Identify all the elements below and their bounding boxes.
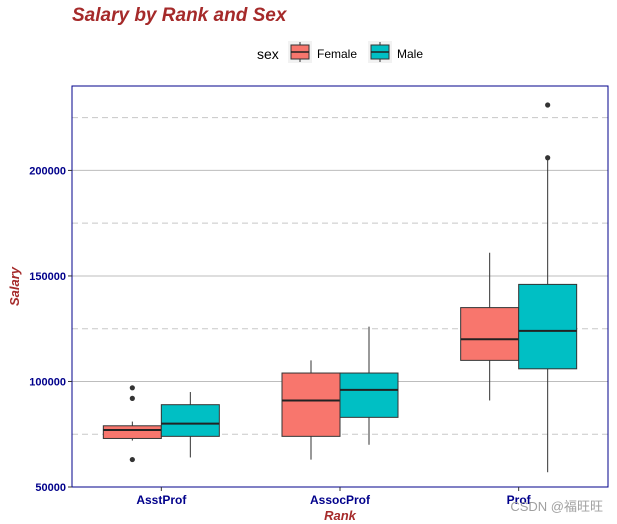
x-tick-label: AssocProf	[310, 493, 371, 507]
box-iqr	[460, 307, 520, 361]
legend-label: Female	[317, 47, 357, 61]
outlier-point	[129, 385, 135, 391]
box-male-asstprof	[160, 392, 220, 458]
legend-item-male: Male	[368, 41, 423, 63]
outlier-point	[129, 395, 135, 401]
box-iqr	[339, 372, 399, 418]
chart-title: Salary by Rank and Sex	[72, 5, 287, 26]
box-iqr	[102, 425, 162, 439]
y-tick-label: 100000	[29, 376, 66, 388]
box-male-prof	[518, 102, 578, 473]
box-female-prof	[460, 252, 520, 401]
legend-label: Male	[397, 47, 423, 61]
box-iqr	[281, 372, 341, 437]
box-male-assocprof	[339, 326, 399, 445]
y-tick-label: 200000	[29, 165, 66, 177]
y-tick-label: 50000	[35, 482, 66, 494]
box-female-assocprof	[281, 360, 341, 460]
outlier-point	[545, 102, 551, 108]
x-tick-label: AsstProf	[136, 493, 187, 507]
legend-item-female: Female	[288, 41, 357, 63]
x-axis-title: Rank	[324, 508, 357, 523]
x-axis: AsstProf AssocProf Prof	[136, 487, 532, 507]
boxes	[102, 102, 578, 473]
y-tick-label: 150000	[29, 271, 66, 283]
legend: sex Female Male	[257, 41, 423, 63]
legend-title: sex	[257, 46, 279, 62]
box-iqr	[518, 283, 578, 370]
y-axis-title: Salary	[7, 266, 22, 306]
x-tick-label: Prof	[507, 493, 532, 507]
box-iqr	[160, 404, 220, 437]
y-axis: 50000 100000 150000 200000	[29, 165, 72, 494]
watermark: CSDN @福旺旺	[510, 499, 603, 514]
box-female-asstprof	[102, 385, 162, 463]
outlier-point	[545, 155, 551, 161]
outlier-point	[129, 456, 135, 463]
